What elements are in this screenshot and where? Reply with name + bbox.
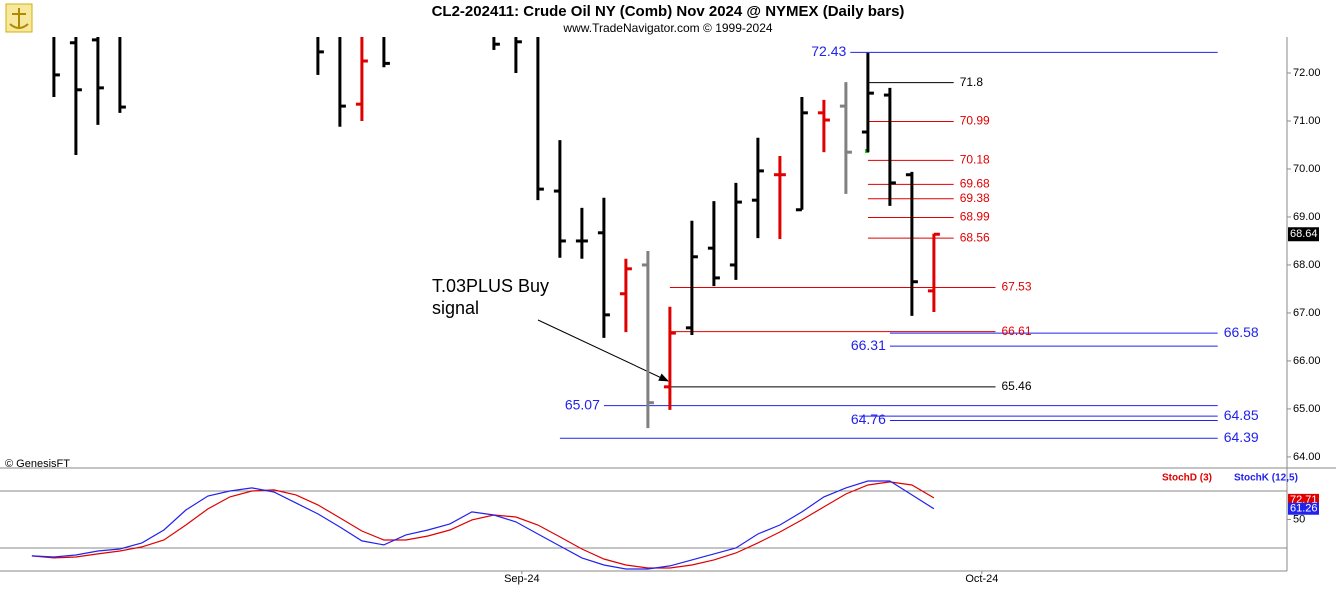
level-label: 70.18 [960,153,990,167]
last-value-box [1288,502,1319,515]
y-tick-label: 50 [1293,513,1305,525]
level-label: 65.46 [1002,379,1032,393]
stoch-plot [0,480,1287,570]
level-label: 66.58 [1224,324,1259,340]
y-tick-label: 68.00 [1293,259,1321,271]
last-price-box [1288,227,1319,242]
x-tick-label: Oct-24 [965,573,998,585]
y-tick-label: 72.00 [1293,67,1321,79]
stoch-line [31,481,935,569]
y-tick-label: 65.00 [1293,403,1321,415]
credit: © GenesisFT [5,458,70,470]
last-price-label: 68.64 [1290,228,1318,240]
y-tick-label: 71.00 [1293,115,1321,127]
level-label: 64.39 [1224,429,1259,445]
level-label: 66.61 [1002,324,1032,338]
annotation-arrow [537,319,669,382]
level-label: 72.43 [811,43,846,59]
stoch-line [31,480,935,570]
level-label: 65.07 [565,396,600,412]
level-label: 69.68 [960,177,990,191]
level-label: 66.31 [851,337,886,353]
legend-entry: StochD (3) [1162,473,1212,484]
overlay: 64.00 65.00 66.00 67.00 68.00 69.00 70.00 71.00… [504,43,1320,585]
y-tick-label: 67.00 [1293,307,1321,319]
annotation: signal [432,298,479,318]
level-label: 70.99 [960,114,990,128]
level-label: 64.76 [851,411,886,427]
price-plot [52,37,1218,439]
last-value-label: 61.26 [1290,503,1318,515]
level-label: 68.99 [960,210,990,224]
legend-entry: StochK (12,5) [1234,473,1298,484]
y-tick-label: 64.00 [1293,451,1321,463]
chart-subtitle: www.TradeNavigator.com © 1999-2024 [562,21,772,35]
level-label: 67.53 [1002,280,1032,294]
x-tick-label: Sep-24 [504,573,539,585]
level-label: 69.38 [960,191,990,205]
chart-title: CL2-202411: Crude Oil NY (Comb) Nov 2024… [432,3,905,20]
annotation: T.03PLUS Buy [432,276,549,296]
level-label: 64.85 [1224,407,1259,423]
level-label: 71.8 [960,75,984,89]
level-label: 68.56 [960,230,990,244]
logo [5,3,33,33]
y-tick-label: 70.00 [1293,163,1321,175]
y-tick-label: 69.00 [1293,211,1321,223]
y-tick-label: 66.00 [1293,355,1321,367]
